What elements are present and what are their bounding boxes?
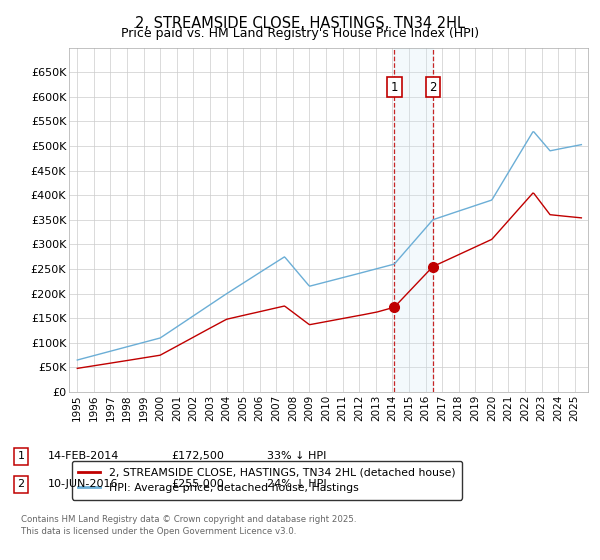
- Text: Price paid vs. HM Land Registry's House Price Index (HPI): Price paid vs. HM Land Registry's House …: [121, 27, 479, 40]
- Text: 1: 1: [17, 451, 25, 461]
- Bar: [394, 48, 433, 392]
- Text: This data is licensed under the Open Government Licence v3.0.: This data is licensed under the Open Gov…: [21, 528, 296, 536]
- Text: £172,500: £172,500: [171, 451, 224, 461]
- Text: 33% ↓ HPI: 33% ↓ HPI: [267, 451, 326, 461]
- Legend: 2, STREAMSIDE CLOSE, HASTINGS, TN34 2HL (detached house), HPI: Average price, de: 2, STREAMSIDE CLOSE, HASTINGS, TN34 2HL …: [72, 461, 462, 500]
- Text: £255,000: £255,000: [171, 479, 224, 489]
- Text: 24% ↓ HPI: 24% ↓ HPI: [267, 479, 326, 489]
- Text: 1: 1: [391, 81, 398, 94]
- Text: Contains HM Land Registry data © Crown copyright and database right 2025.: Contains HM Land Registry data © Crown c…: [21, 515, 356, 524]
- Text: 2, STREAMSIDE CLOSE, HASTINGS, TN34 2HL: 2, STREAMSIDE CLOSE, HASTINGS, TN34 2HL: [135, 16, 465, 31]
- Text: 2: 2: [17, 479, 25, 489]
- Text: 14-FEB-2014: 14-FEB-2014: [48, 451, 119, 461]
- Text: 10-JUN-2016: 10-JUN-2016: [48, 479, 119, 489]
- Text: 2: 2: [429, 81, 437, 94]
